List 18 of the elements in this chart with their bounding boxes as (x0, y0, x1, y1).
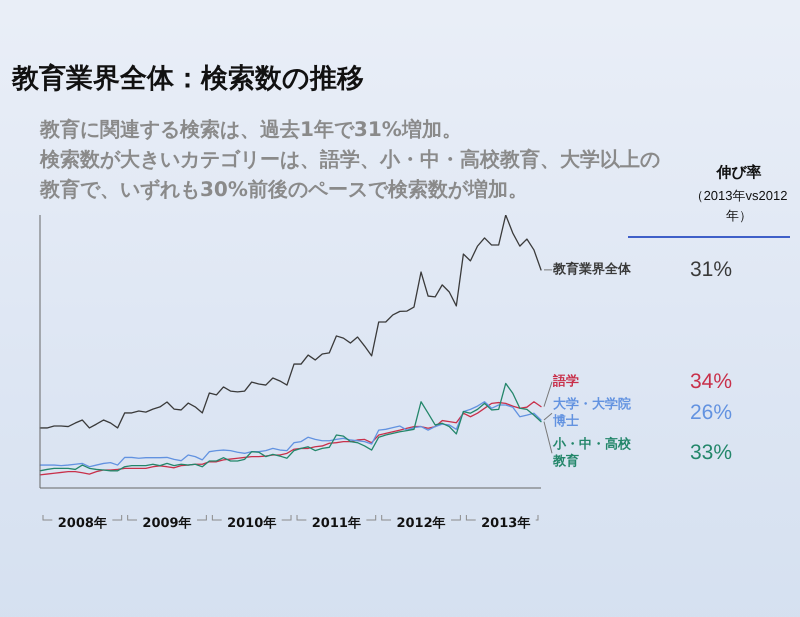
x-tick-label: 2010年 (227, 516, 276, 531)
text: （2013年vs2012年） (690, 187, 788, 225)
chart-title: 教育業界全体：検索数の推移 (12, 62, 364, 96)
text: 伸び率 (715, 162, 762, 182)
x-tick-label: 2011年 (312, 516, 361, 531)
series-label: 語学 (553, 373, 580, 390)
text: 34% (688, 368, 734, 395)
series-label: 教育業界全体 (553, 261, 632, 278)
text: 33% (688, 440, 734, 466)
x-tick-label: 2013年 (481, 516, 530, 531)
x-tick-label: 2009年 (142, 516, 192, 531)
text: 31% (688, 256, 734, 283)
x-tick-label: 2012年 (396, 516, 446, 531)
text: 26% (688, 400, 734, 426)
series-label: 大学・大学院博士 (553, 396, 632, 430)
series-label: 小・中・高校教育 (553, 436, 632, 470)
chart-subtitle: 教育に関連する検索は、過去1年で31%増加。検索数が大きいカテゴリーは、語学、小・中・高校教育、大学以上の教育で、いずれも30%前後のペースで検索数が増加。 (40, 116, 661, 203)
x-tick-label: 2008年 (58, 516, 107, 531)
